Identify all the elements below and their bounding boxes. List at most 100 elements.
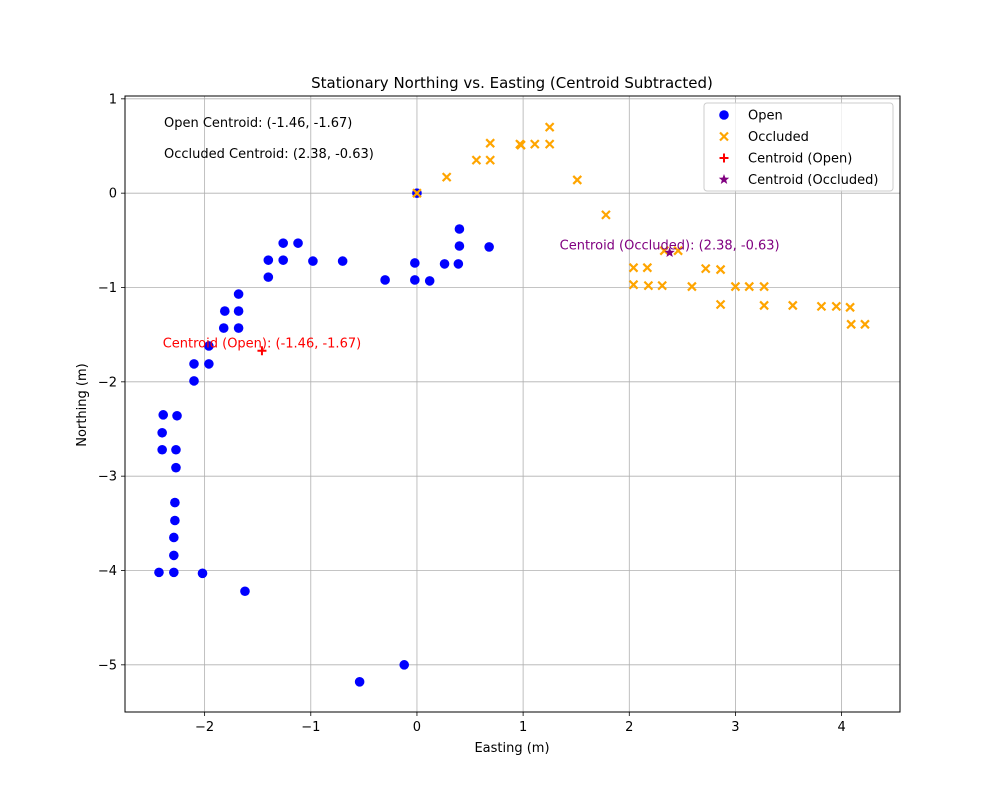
plot-border	[124, 95, 901, 713]
open-point	[158, 410, 169, 420]
open-point	[233, 323, 244, 333]
x-axis-ticks: −2 −1 0 1 2 3 4	[195, 712, 846, 735]
occluded-point	[544, 122, 555, 132]
open-point	[169, 532, 179, 543]
legend-marker	[719, 153, 729, 163]
legend: Open Occluded Centroid (Open) Centroid (Occ…	[703, 102, 894, 192]
open-point	[354, 677, 365, 687]
y-tick-label: 0	[109, 187, 117, 202]
open-point	[454, 241, 465, 251]
y-tick-label: −1	[98, 281, 117, 296]
y-axis-label: Northing (m)	[75, 363, 90, 446]
open-point	[169, 567, 179, 578]
occluded-point	[412, 188, 422, 198]
x-tick-label: 0	[413, 720, 421, 735]
legend-marker	[718, 174, 730, 184]
occluded-point	[628, 262, 639, 273]
open-point	[219, 306, 230, 316]
occluded-point	[643, 280, 654, 291]
occluded-point	[715, 264, 726, 275]
open-point	[233, 306, 244, 316]
legend-label: Centroid (Occluded)	[748, 173, 878, 188]
centroid-occluded-marker	[664, 247, 675, 258]
y-tick-label: −3	[98, 470, 117, 485]
open-point	[263, 272, 274, 282]
y-tick-label: −2	[98, 375, 117, 390]
open-point	[169, 550, 179, 561]
centroid-open-marker	[257, 346, 267, 356]
open-point	[453, 259, 464, 269]
x-tick-label: 1	[519, 720, 527, 735]
open-centroid-annotation: Open Centroid: (-1.46, -1.67)	[164, 116, 352, 131]
open-point	[454, 224, 465, 234]
open-point	[204, 359, 214, 369]
occluded-point	[715, 299, 726, 310]
open-point	[308, 256, 318, 266]
occluded-point	[516, 140, 526, 150]
centroid-markers	[257, 247, 675, 356]
occluded-point	[471, 155, 482, 165]
open-point	[197, 568, 208, 579]
open-point	[240, 586, 250, 597]
grid-lines	[125, 96, 900, 712]
occluded-point	[845, 302, 855, 313]
open-point	[157, 427, 167, 438]
x-tick-label: 3	[731, 720, 739, 735]
occluded-point	[601, 210, 611, 220]
occluded-centroid-annotation: Occluded Centroid: (2.38, -0.63)	[164, 147, 374, 162]
occluded-point	[642, 262, 653, 273]
x-tick-label: 4	[837, 720, 845, 735]
open-point	[189, 359, 199, 369]
occluded-point	[441, 172, 452, 182]
open-point	[157, 444, 167, 455]
annotations: Open Centroid: (-1.46, -1.67) Occluded C…	[164, 116, 374, 162]
open-point	[189, 376, 199, 386]
open-point	[410, 275, 420, 285]
x-tick-label: −2	[195, 720, 214, 735]
occluded-point	[485, 155, 495, 165]
occluded-point	[816, 301, 827, 312]
open-point	[278, 238, 288, 248]
x-tick-label: 2	[625, 720, 633, 735]
occluded-point	[700, 263, 711, 274]
open-point	[380, 275, 390, 285]
series-open-points	[154, 188, 494, 687]
plot-frame	[124, 95, 901, 713]
open-point	[439, 259, 450, 269]
plot-area	[125, 96, 900, 712]
open-point	[171, 444, 181, 455]
occluded-point	[544, 139, 555, 149]
occluded-point	[628, 279, 639, 290]
open-point	[263, 255, 274, 265]
x-tick-label: −1	[301, 720, 320, 735]
legend-label: Occluded	[748, 130, 809, 145]
open-point	[154, 567, 164, 578]
open-point	[337, 256, 348, 266]
occluded-point	[759, 281, 769, 292]
occluded-point	[759, 300, 769, 311]
occluded-point	[787, 300, 798, 311]
occluded-point	[744, 281, 755, 292]
open-point	[170, 497, 180, 508]
open-point	[172, 410, 182, 421]
open-point	[410, 258, 420, 268]
y-tick-label: 1	[109, 92, 117, 107]
occluded-point	[657, 280, 667, 291]
occluded-point	[730, 281, 741, 292]
open-point	[218, 323, 229, 333]
open-point	[233, 289, 244, 299]
plot-background	[125, 96, 900, 712]
occluded-point	[831, 301, 842, 312]
open-point	[278, 255, 288, 265]
open-point	[484, 242, 494, 252]
open-point	[399, 660, 410, 670]
centroid-labels: Centroid (Open): (-1.46, -1.67) Centroid …	[163, 239, 780, 352]
centroid-occluded-label: Centroid (Occluded): (2.38, -0.63)	[560, 239, 780, 254]
occluded-point	[846, 319, 856, 330]
occluded-point	[572, 175, 583, 185]
legend-box	[703, 102, 894, 192]
y-tick-label: −4	[98, 564, 117, 579]
x-axis-label: Easting (m)	[474, 741, 549, 756]
occluded-point	[530, 139, 540, 149]
